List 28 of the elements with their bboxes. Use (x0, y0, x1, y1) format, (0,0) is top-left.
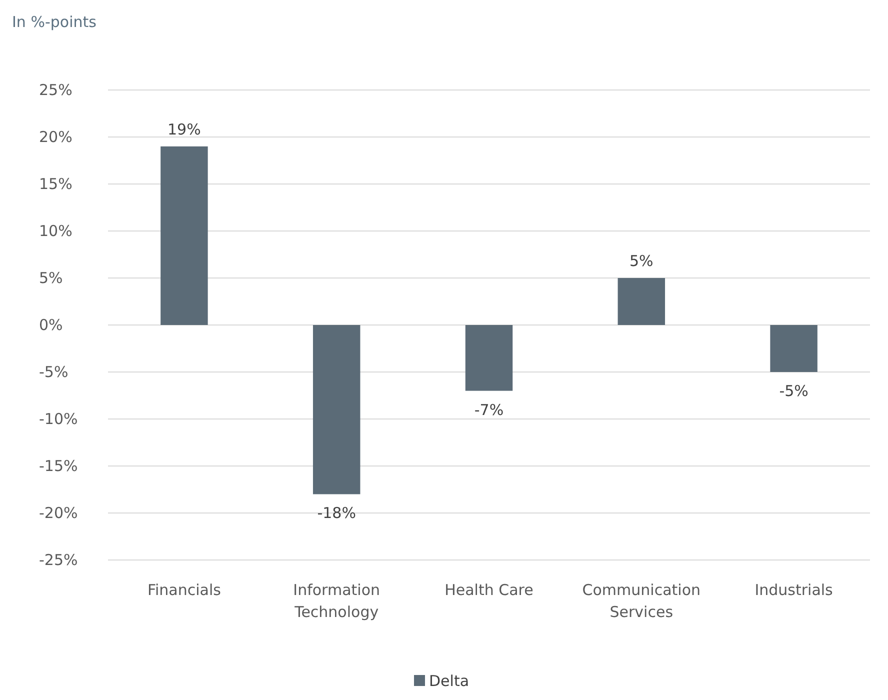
data-label: 19% (168, 120, 201, 138)
bar (770, 325, 818, 372)
bar (160, 146, 208, 325)
data-label: -18% (317, 504, 356, 522)
x-tick-label: Financials (147, 581, 222, 599)
y-tick-label: -25% (39, 550, 78, 569)
legend-label: Delta (429, 672, 470, 690)
y-tick-label: 15% (39, 174, 72, 193)
data-label: -5% (779, 382, 808, 400)
y-tick-label: 10% (39, 222, 72, 240)
data-label: -7% (474, 400, 504, 419)
x-tick-label: Industrials (754, 581, 834, 599)
y-tick-label: -10% (39, 410, 78, 428)
y-tick-label: 20% (39, 128, 72, 146)
y-tick-label: 25% (39, 80, 72, 99)
y-tick-label: -20% (39, 504, 78, 522)
bar (618, 278, 666, 325)
bar (312, 325, 360, 494)
bar (465, 325, 513, 391)
x-tick-label: Information Technology (293, 581, 380, 621)
x-tick-label: Communication Services (582, 581, 701, 621)
y-tick-label: -15% (39, 456, 78, 475)
data-label: 5% (630, 252, 654, 270)
x-tick-label: Health Care (444, 581, 534, 599)
y-tick-label: -5% (39, 362, 68, 381)
y-tick-label: 5% (39, 268, 63, 287)
chart-title: In %-points (12, 13, 97, 31)
y-tick-label: 0% (39, 316, 63, 334)
